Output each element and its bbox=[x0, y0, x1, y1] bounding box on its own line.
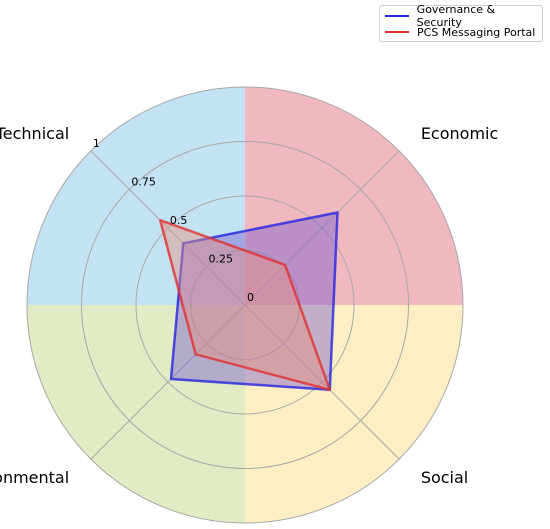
legend-label-series-2: PCS Messaging Portal bbox=[417, 25, 536, 39]
axis-line-social bbox=[244, 304, 400, 460]
radar-series bbox=[158, 211, 339, 392]
axis-line-technical bbox=[90, 150, 246, 306]
radial-tick-labels: 0 0.25 0.5 0.75 1 bbox=[93, 137, 254, 304]
legend-swatch-series-1 bbox=[385, 15, 409, 17]
radial-tick-2: 0.5 bbox=[170, 214, 188, 227]
radial-tick-0: 0 bbox=[247, 291, 254, 304]
series-1-area bbox=[171, 212, 338, 390]
category-label-technical: Technical bbox=[0, 124, 69, 143]
category-label-social: Social bbox=[421, 468, 468, 487]
legend: Governance & Security PCS Messaging Port… bbox=[379, 3, 543, 42]
legend-swatch-series-2 bbox=[385, 31, 409, 33]
axis-line-environmental bbox=[90, 304, 246, 460]
category-label-economic: Economic bbox=[421, 124, 498, 143]
radial-tick-1: 0.25 bbox=[208, 252, 233, 265]
series-1-line bbox=[169, 211, 339, 392]
radial-tick-3: 0.75 bbox=[131, 175, 156, 188]
category-labels: Economic Social Environmental Technical bbox=[0, 124, 498, 487]
legend-label-series-1: Governance & Security bbox=[416, 3, 496, 29]
radar-grid bbox=[26, 86, 464, 524]
grid-circle-4 bbox=[26, 86, 464, 524]
category-label-environmental: Environmental bbox=[0, 468, 69, 487]
grid-circle-2 bbox=[135, 195, 355, 415]
axis-line-economic bbox=[244, 150, 400, 306]
series-2-line bbox=[158, 218, 332, 392]
grid-circle-3 bbox=[81, 141, 409, 469]
legend-item-series-2: PCS Messaging Portal bbox=[385, 25, 535, 39]
radial-tick-4: 1 bbox=[93, 137, 100, 150]
legend-item-series-1: Governance & Security bbox=[385, 3, 542, 29]
series-2-area bbox=[160, 220, 330, 390]
